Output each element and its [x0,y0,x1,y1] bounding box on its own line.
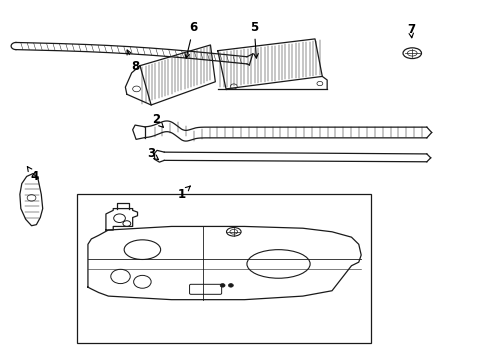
Bar [77,194,370,342]
Text: 6: 6 [184,21,197,58]
Circle shape [220,284,224,287]
Text: 7: 7 [407,23,414,36]
Text: 1: 1 [177,186,190,201]
Text: 5: 5 [249,21,258,58]
Circle shape [228,284,233,287]
Text: 4: 4 [27,167,39,183]
Text: 2: 2 [152,113,163,127]
Text: 3: 3 [147,148,158,161]
Text: 8: 8 [127,50,139,73]
